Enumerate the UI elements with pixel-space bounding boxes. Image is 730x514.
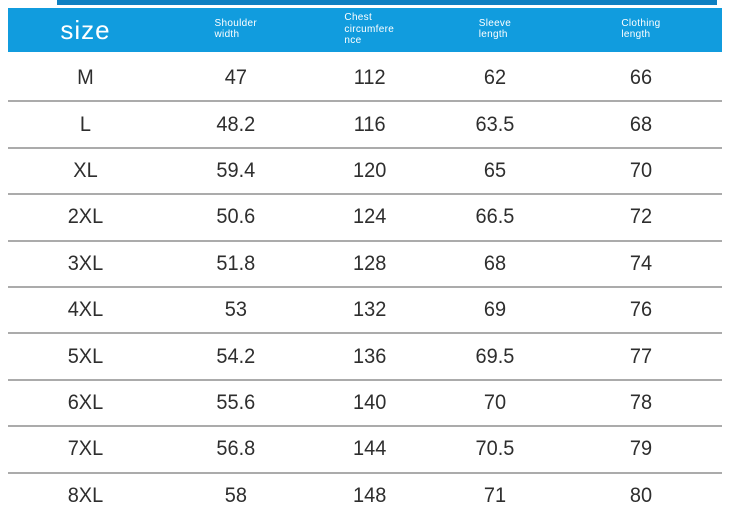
measurement-value: 148 <box>352 483 386 507</box>
header-label-chest-circumference: Chest circumfere nce <box>344 12 395 46</box>
header-label-shoulder-width: Shoulder width <box>214 17 257 41</box>
measurement-value: 53 <box>224 298 247 322</box>
table-row: 4XL 53 132 69 76 <box>8 288 722 335</box>
size-label: 2XL <box>67 205 104 229</box>
measurement-value: 51.8 <box>216 251 256 275</box>
table-row: 7XL 56.8 144 70.5 79 <box>8 427 722 474</box>
table-row: M 47 112 62 66 <box>8 56 722 103</box>
header-cell-size: size <box>8 17 163 44</box>
header-label-sleeve-length: Sleeve length <box>478 17 512 41</box>
measurement-value: 62 <box>483 66 507 90</box>
header-cell-chest-circumference: Chest circumfere nce <box>309 12 430 48</box>
measurement-value: 124 <box>352 205 386 229</box>
table-body: M 47 112 62 66 L 48.2 116 63.5 68 XL 59.4 120 65 70 2XL… <box>8 56 722 514</box>
measurement-value: 50.6 <box>216 205 256 229</box>
measurement-value: 66 <box>629 66 653 90</box>
measurement-value: 79 <box>629 437 653 461</box>
size-label: 3XL <box>67 251 104 275</box>
measurement-value: 58 <box>224 483 247 507</box>
measurement-value: 112 <box>353 66 386 90</box>
header-cell-clothing-length: Clothing length <box>560 18 722 43</box>
header-label-size: size <box>60 14 111 45</box>
size-label: 4XL <box>67 298 104 322</box>
measurement-value: 74 <box>629 251 653 275</box>
top-edge-strip <box>57 0 717 5</box>
size-label: 7XL <box>67 437 104 461</box>
measurement-value: 69 <box>483 298 507 322</box>
table-row: 3XL 51.8 128 68 74 <box>8 242 722 288</box>
measurement-value: 66.5 <box>475 205 515 229</box>
table-row: 6XL 55.6 140 70 78 <box>8 381 722 428</box>
measurement-value: 65 <box>483 158 507 182</box>
measurement-value: 70.5 <box>475 437 515 461</box>
measurement-value: 136 <box>352 344 386 368</box>
table-row: L 48.2 116 63.5 68 <box>8 102 722 149</box>
size-label: L <box>79 112 92 136</box>
measurement-value: 69.5 <box>475 344 515 368</box>
measurement-value: 78 <box>629 390 653 414</box>
measurement-value: 132 <box>352 298 386 322</box>
measurement-value: 56.8 <box>216 437 256 461</box>
measurement-value: 68 <box>483 251 507 275</box>
measurement-value: 144 <box>352 437 386 461</box>
measurement-value: 120 <box>352 158 386 182</box>
table-row: 5XL 54.2 136 69.5 77 <box>8 334 722 381</box>
table-row: XL 59.4 120 65 70 <box>8 149 722 196</box>
table-row: 2XL 50.6 124 66.5 72 <box>8 195 722 242</box>
table-header-row: size Shoulder width Chest circumfere nce… <box>8 8 722 52</box>
header-label-clothing-length: Clothing length <box>621 17 661 41</box>
measurement-value: 140 <box>352 390 386 414</box>
measurement-value: 68 <box>629 112 653 136</box>
measurement-value: 54.2 <box>216 344 256 368</box>
measurement-value: 80 <box>629 483 653 507</box>
measurement-value: 72 <box>629 205 653 229</box>
measurement-value: 47 <box>224 66 247 90</box>
table-row: 8XL 58 148 71 80 <box>8 474 722 514</box>
measurement-value: 76 <box>629 298 653 322</box>
measurement-value: 59.4 <box>216 158 256 182</box>
header-cell-shoulder-width: Shoulder width <box>163 18 309 43</box>
measurement-value: 63.5 <box>475 112 515 136</box>
measurement-value: 116 <box>353 112 386 136</box>
size-chart-table: size Shoulder width Chest circumfere nce… <box>8 8 722 514</box>
measurement-value: 77 <box>629 344 653 368</box>
measurement-value: 71 <box>483 483 507 507</box>
measurement-value: 128 <box>352 251 386 275</box>
measurement-value: 55.6 <box>216 390 256 414</box>
size-label: 5XL <box>67 344 104 368</box>
size-label: XL <box>73 158 98 182</box>
measurement-value: 48.2 <box>216 112 256 136</box>
measurement-value: 70 <box>483 390 507 414</box>
header-cell-sleeve-length: Sleeve length <box>430 18 560 43</box>
size-label: 8XL <box>67 483 104 507</box>
size-label: M <box>77 66 94 90</box>
size-label: 6XL <box>67 390 104 414</box>
measurement-value: 70 <box>629 158 653 182</box>
